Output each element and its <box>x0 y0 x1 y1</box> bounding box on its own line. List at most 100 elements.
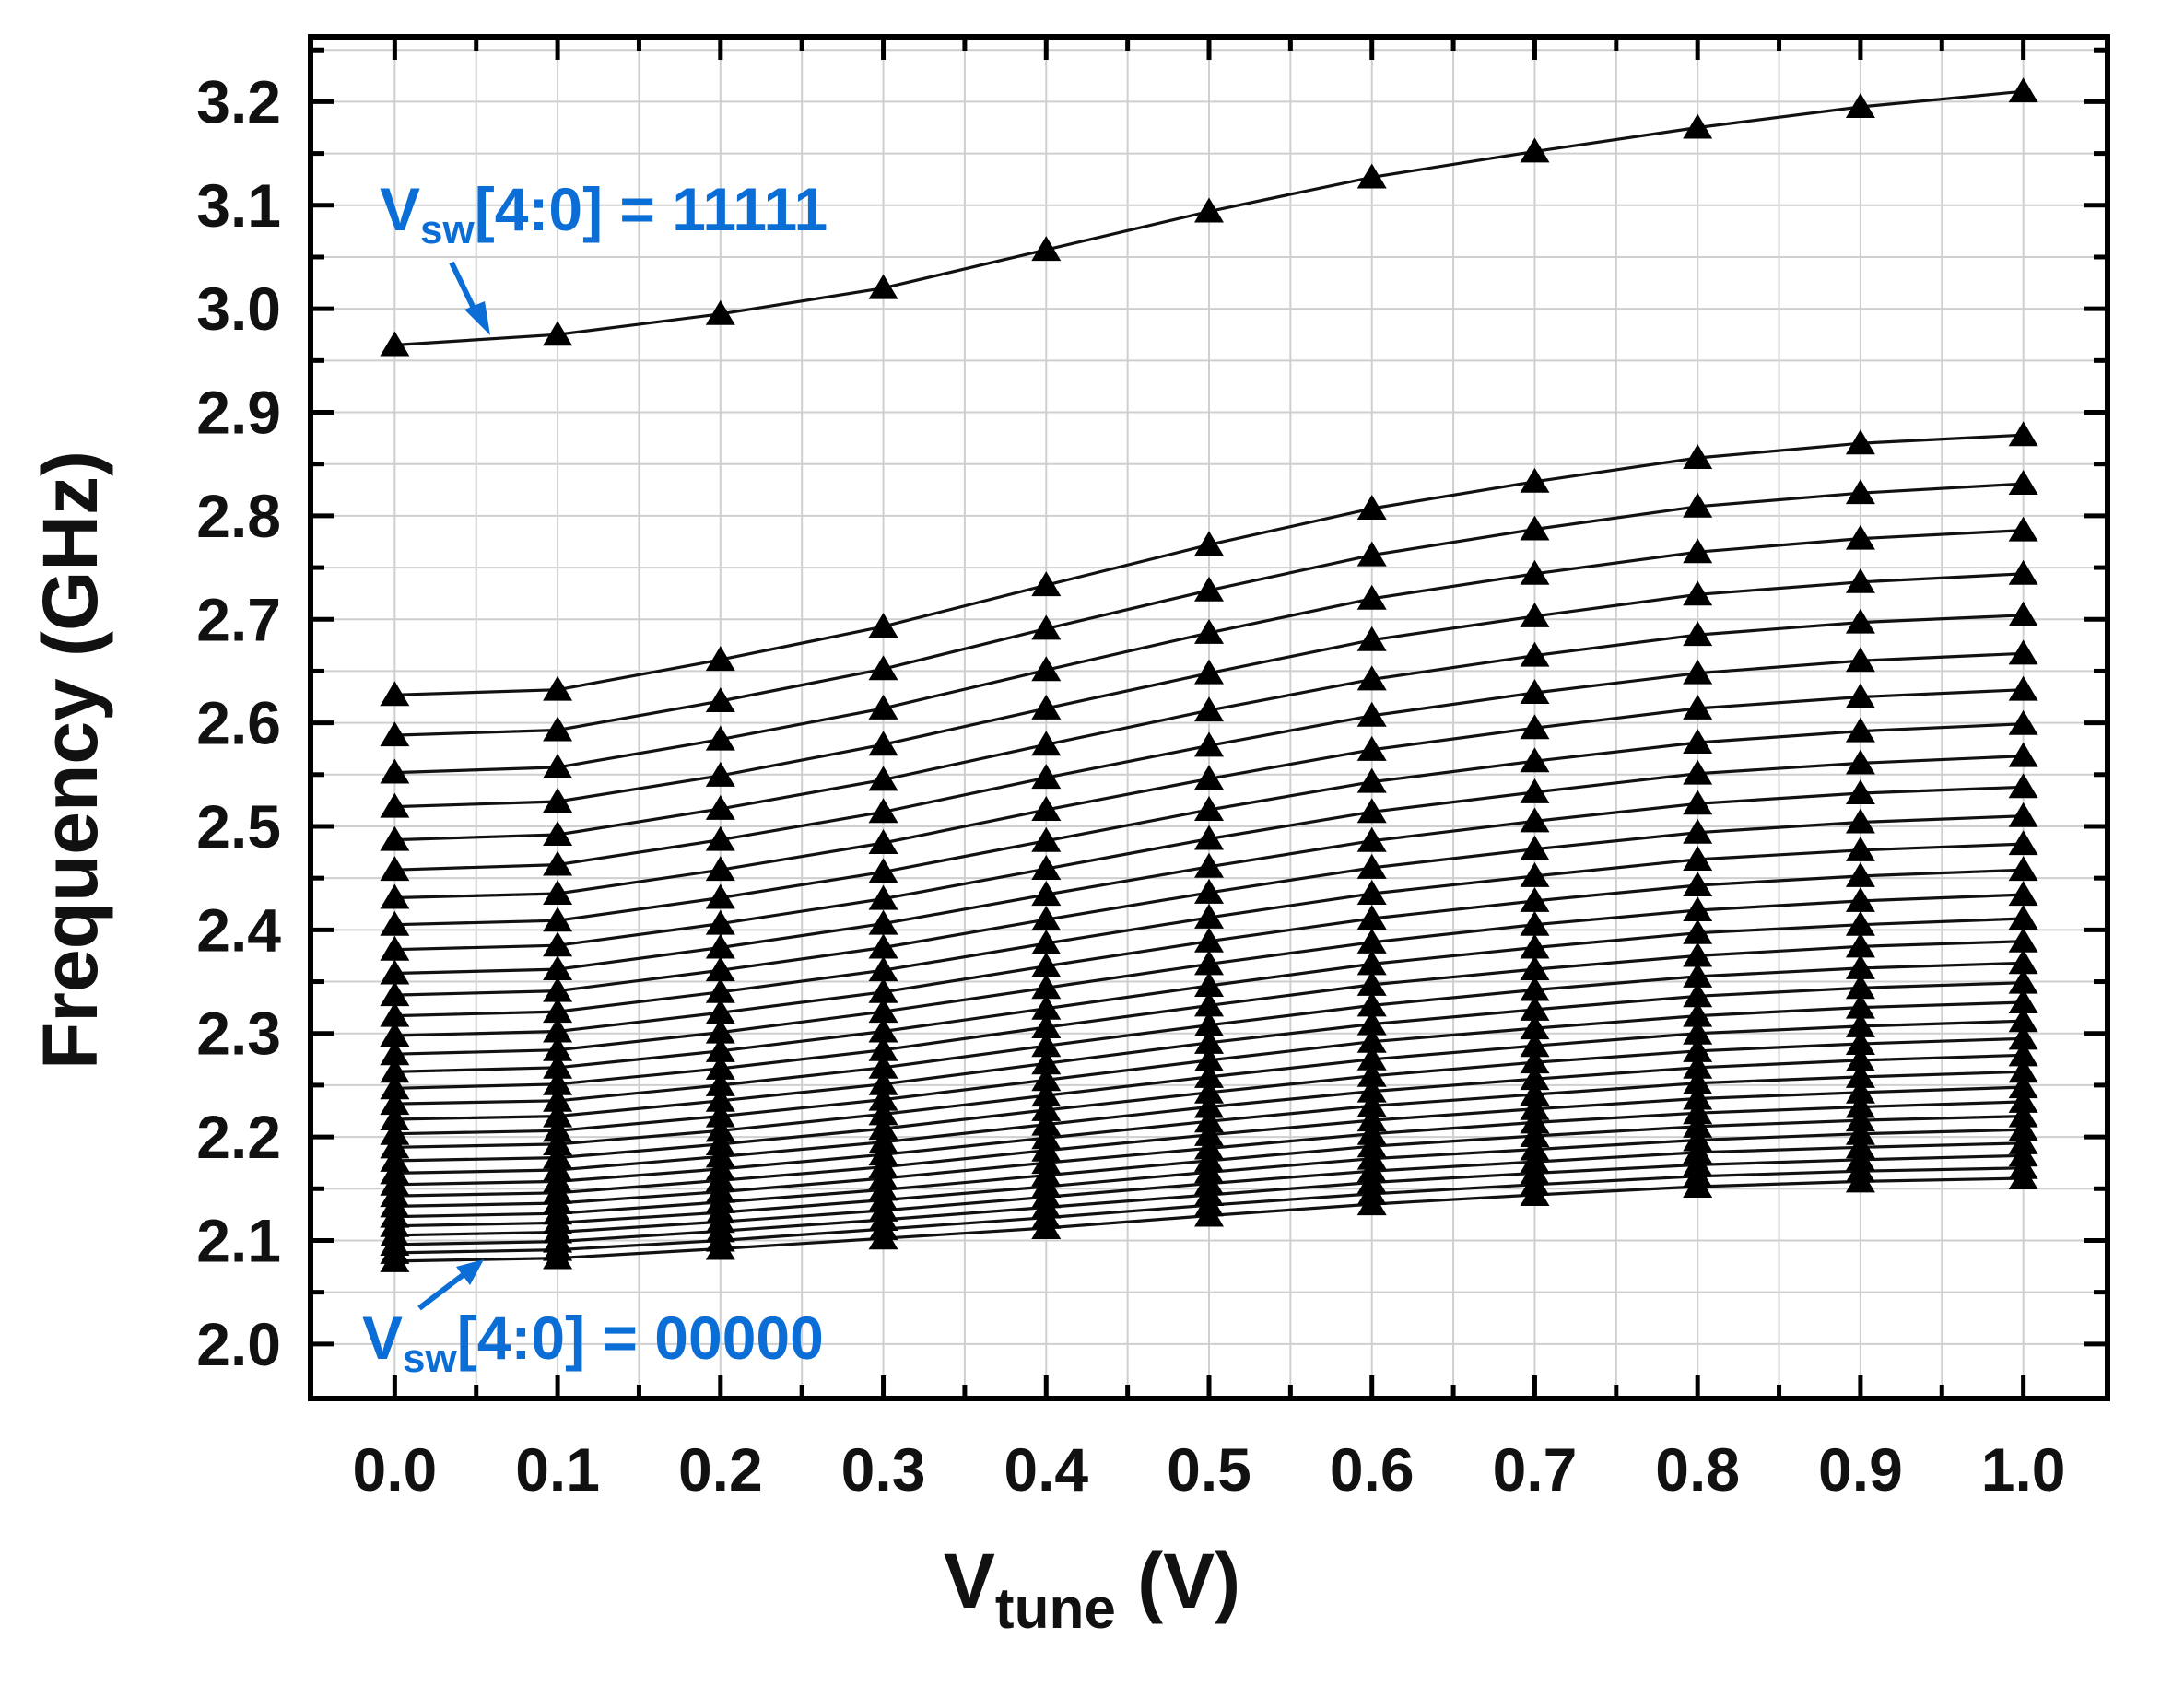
x-axis-title-main: V <box>944 1538 995 1624</box>
data-point <box>543 1102 573 1128</box>
data-point <box>543 820 573 846</box>
data-point <box>1520 933 1550 959</box>
data-point <box>868 766 898 791</box>
data-point <box>705 646 735 672</box>
data-point <box>543 788 573 813</box>
data-point <box>1031 764 1062 790</box>
data-point <box>380 883 410 909</box>
data-point <box>1356 991 1387 1017</box>
data-point <box>2008 421 2038 447</box>
data-point <box>1520 835 1550 860</box>
data-point <box>1520 976 1550 1001</box>
data-point <box>1031 881 1062 907</box>
data-point <box>1683 443 1713 469</box>
data-point <box>705 999 735 1024</box>
data-point <box>1845 749 1875 775</box>
data-point <box>2008 927 2038 953</box>
data-point <box>1356 798 1387 824</box>
y-tick-label: 2.9 <box>196 379 281 447</box>
data-point <box>2008 1041 2038 1067</box>
data-point <box>1845 429 1875 455</box>
data-point <box>1845 524 1875 550</box>
series-11111 <box>380 77 2038 357</box>
data-point <box>1194 1093 1224 1118</box>
data-point <box>1683 580 1713 606</box>
data-point <box>1356 626 1387 651</box>
data-point <box>1356 541 1387 567</box>
data-point <box>1683 759 1713 785</box>
data-point <box>1356 826 1387 852</box>
data-point <box>1683 694 1713 720</box>
data-point <box>2008 1073 2038 1099</box>
data-point <box>1520 1094 1550 1120</box>
data-point <box>705 1071 735 1096</box>
data-point <box>2008 904 2038 930</box>
data-point <box>1520 1048 1550 1074</box>
data-point <box>868 1053 898 1079</box>
data-point <box>380 1119 410 1145</box>
tick-labels: 0.0 0.1 0.2 0.3 0.4 0.5 0.6 0.7 0.8 0.9 1.0 2.0 2.1 2… <box>196 67 2065 1504</box>
data-point <box>1683 896 1713 922</box>
data-point <box>705 1054 735 1080</box>
data-point <box>1194 903 1224 929</box>
data-point <box>1845 993 1875 1019</box>
data-point <box>1356 767 1387 793</box>
data-point <box>1031 614 1062 640</box>
series-11001 <box>380 639 2038 882</box>
data-point <box>1683 492 1713 518</box>
data-point <box>1683 538 1713 564</box>
data-point <box>1031 1049 1062 1075</box>
data-point <box>1845 1119 1875 1145</box>
x-tick-label: 0.9 <box>1818 1435 1903 1504</box>
data-point <box>868 1100 898 1126</box>
y-tick-label: 2.0 <box>196 1310 281 1378</box>
data-point <box>1520 515 1550 541</box>
data-point <box>868 798 898 824</box>
data-point <box>543 1117 573 1142</box>
data-point <box>1845 717 1875 743</box>
data-point <box>543 675 573 701</box>
data-point <box>1683 919 1713 944</box>
x-tick-label: 0.2 <box>678 1435 763 1504</box>
data-point <box>1031 994 1062 1020</box>
data-point <box>868 1036 898 1061</box>
data-point <box>1356 665 1387 691</box>
data-point <box>1356 701 1387 727</box>
data-point <box>1520 714 1550 740</box>
series-group <box>380 77 2038 1272</box>
data-point <box>1031 906 1062 931</box>
data-point <box>1845 861 1875 887</box>
y-tick-label: 2.7 <box>196 585 281 653</box>
data-point <box>1683 1069 1713 1094</box>
data-point <box>380 1021 410 1047</box>
data-point <box>1194 825 1224 850</box>
series-01010 <box>380 1024 2038 1172</box>
y-tick-label: 2.1 <box>196 1206 281 1274</box>
y-tick-label: 2.8 <box>196 482 281 550</box>
data-point <box>1356 1061 1387 1087</box>
data-point <box>2008 77 2038 103</box>
x-tick-label: 0.3 <box>841 1435 926 1504</box>
data-point <box>1683 982 1713 1008</box>
x-axis-title-sub: tune <box>995 1577 1116 1641</box>
data-point <box>868 858 898 883</box>
data-point <box>705 794 735 820</box>
data-point <box>543 907 573 932</box>
data-point <box>1031 929 1062 954</box>
data-point <box>1683 1053 1713 1079</box>
data-point <box>380 981 410 1007</box>
data-point <box>1520 1032 1550 1058</box>
data-point <box>543 1129 573 1155</box>
data-point <box>1845 1046 1875 1071</box>
data-point <box>1031 1032 1062 1058</box>
data-point <box>705 977 735 1003</box>
data-point <box>1520 1121 1550 1147</box>
data-point <box>380 1058 410 1083</box>
data-point <box>1356 163 1387 189</box>
series-10100 <box>380 802 2038 1007</box>
data-point <box>868 977 898 1003</box>
data-point <box>543 1017 573 1043</box>
data-point <box>1683 728 1713 754</box>
data-point <box>1520 910 1550 936</box>
annotation-top-sub: sw <box>420 207 475 252</box>
